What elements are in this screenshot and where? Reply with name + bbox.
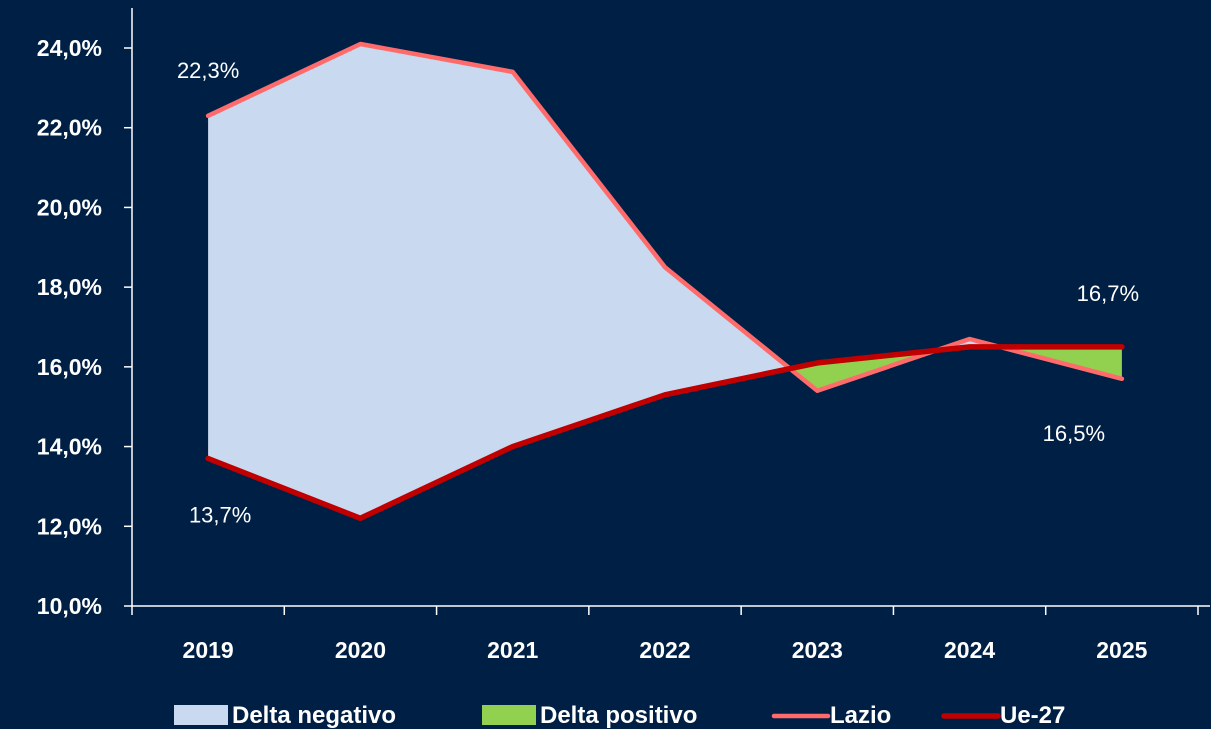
legend-delta-positivo: Delta positivo <box>482 702 697 729</box>
lazio-line <box>205 41 1125 394</box>
delta-negativo-area <box>208 44 791 519</box>
y-tick-label: 22,0% <box>37 115 102 141</box>
x-tick-label: 2021 <box>487 637 538 663</box>
ue27-line <box>205 344 1125 522</box>
x-tick-label: 2024 <box>944 637 995 663</box>
x-tick-label: 2023 <box>792 637 843 663</box>
legend-delta-positivo-swatch <box>482 705 536 725</box>
data-label: 13,7% <box>189 503 251 528</box>
legend-delta-negativo-swatch <box>174 705 228 725</box>
legend-lazio: Lazio <box>771 702 891 729</box>
legend-ue27-label: Ue-27 <box>1000 702 1065 729</box>
data-label: 16,7% <box>1077 281 1139 306</box>
x-tick-label: 2020 <box>335 637 386 663</box>
legend-delta-positivo-label: Delta positivo <box>540 702 697 729</box>
data-labels: 22,3% 13,7% 16,7% 16,5% <box>177 58 1139 528</box>
y-tick-label: 12,0% <box>37 513 102 539</box>
y-tick-label: 18,0% <box>37 274 102 300</box>
data-label: 22,3% <box>177 58 239 83</box>
y-tick-label: 10,0% <box>37 593 102 619</box>
legend-ue27: Ue-27 <box>941 702 1065 729</box>
legend-delta-negativo-label: Delta negativo <box>232 702 396 729</box>
y-tick-label: 20,0% <box>37 194 102 220</box>
plot-area <box>205 41 1125 522</box>
x-tick-label: 2022 <box>639 637 690 663</box>
data-label: 16,5% <box>1043 421 1105 446</box>
legend-delta-negativo: Delta negativo <box>174 702 396 729</box>
axes: 10,0% 12,0% 14,0% 16,0% 18,0% 20,0% 22,0% 24,0%… <box>37 8 1210 663</box>
legend: Delta negativo Delta positivo Lazio Ue-27 <box>174 702 1065 729</box>
legend-lazio-label: Lazio <box>830 702 891 729</box>
y-tick-label: 14,0% <box>37 434 102 460</box>
x-tick-label: 2019 <box>183 637 234 663</box>
y-tick-label: 16,0% <box>37 354 102 380</box>
y-tick-label: 24,0% <box>37 35 102 61</box>
x-tick-label: 2025 <box>1096 637 1147 663</box>
